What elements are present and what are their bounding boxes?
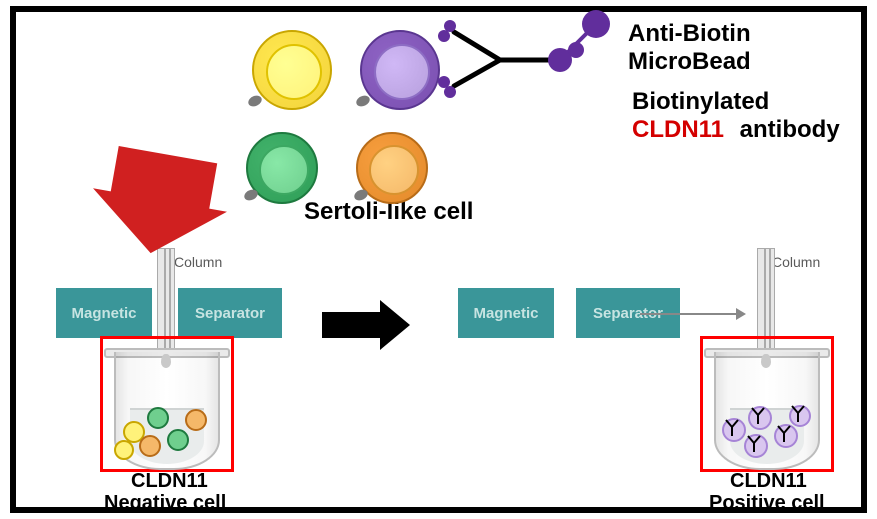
tube-cells-left-5 bbox=[114, 440, 134, 460]
column-left bbox=[157, 248, 175, 350]
text-magnetic-right: Magnetic bbox=[473, 305, 538, 322]
cell-purple bbox=[360, 30, 440, 110]
box-separator-right: Separator bbox=[576, 288, 680, 338]
text-separator-right: Separator bbox=[593, 305, 663, 322]
label-antibody-word: antibody bbox=[733, 116, 840, 144]
box-magnetic-right: Magnetic bbox=[458, 288, 554, 338]
box-magnetic-left: Magnetic bbox=[56, 288, 152, 338]
label-antibiotin: Anti-Biotin MicroBead bbox=[628, 20, 751, 76]
tube-cells-right-3 bbox=[744, 434, 768, 458]
text-separator-left: Separator bbox=[195, 305, 265, 322]
tube-cells-left-2 bbox=[167, 429, 189, 451]
drop-left bbox=[161, 354, 171, 368]
tube-cells-right-1 bbox=[748, 406, 772, 430]
label-neg-cldn: CLDN11 bbox=[131, 470, 208, 493]
tube-cells-left-1 bbox=[147, 407, 169, 429]
column-right bbox=[757, 248, 775, 350]
label-cldn11: CLDN11 bbox=[632, 116, 724, 144]
cell-green-nucleus bbox=[259, 145, 309, 195]
tube-cells-left-3 bbox=[139, 435, 161, 457]
tube-cells-right-2 bbox=[774, 424, 798, 448]
label-pos-cldn: CLDN11 bbox=[730, 470, 807, 493]
column-left-line1 bbox=[164, 249, 166, 349]
tube-cells-right-4 bbox=[789, 405, 811, 427]
column-right-line1 bbox=[764, 249, 766, 349]
tube-cells-left-4 bbox=[185, 409, 207, 431]
label-pos-cell: Positive cell bbox=[709, 492, 825, 515]
tube-cells-right-0 bbox=[722, 418, 746, 442]
cell-yellow-nucleus bbox=[266, 44, 322, 100]
diagram-frame: Anti-Biotin MicroBead Biotinylated CLDN1… bbox=[0, 0, 877, 519]
label-neg-cell: Negative cell bbox=[104, 492, 226, 515]
text-magnetic-left: Magnetic bbox=[71, 305, 136, 322]
column-right-line2 bbox=[769, 249, 771, 349]
label-column-left: Column bbox=[174, 254, 222, 270]
drop-right bbox=[761, 354, 771, 368]
label-column-right: Column bbox=[772, 254, 820, 270]
cell-purple-nucleus bbox=[374, 44, 430, 100]
cell-orange-nucleus bbox=[369, 145, 419, 195]
box-separator-left: Separator bbox=[178, 288, 282, 338]
cell-yellow bbox=[252, 30, 332, 110]
label-biotinylated: Biotinylated bbox=[632, 88, 769, 116]
column-left-line2 bbox=[169, 249, 171, 349]
